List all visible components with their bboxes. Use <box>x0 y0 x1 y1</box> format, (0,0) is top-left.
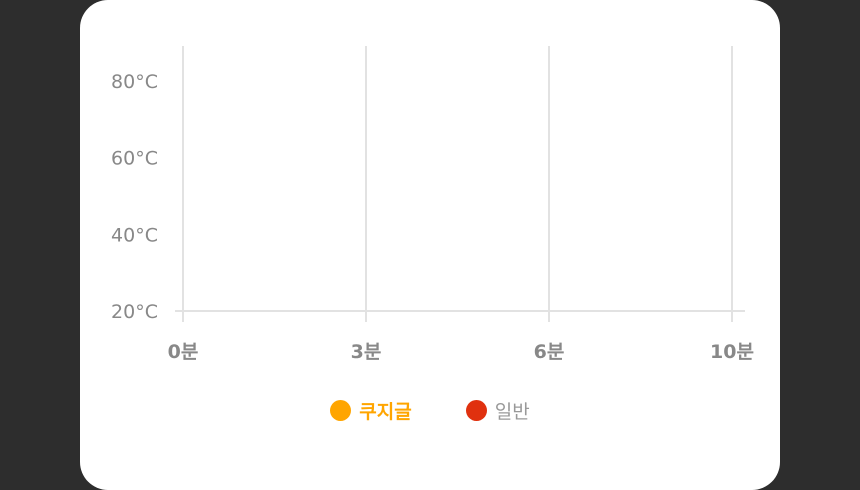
legend-dot-icon <box>330 400 352 421</box>
legend-item[interactable]: 일반 <box>465 397 530 424</box>
chart-card <box>80 0 780 490</box>
legend-label: 쿠지글 <box>359 401 412 423</box>
legend: 쿠지글 일반 <box>0 397 860 424</box>
y-tick-label: 40°C <box>111 224 158 246</box>
x-tick-label: 0분 <box>168 341 199 363</box>
legend-dot-icon <box>465 400 487 421</box>
x-tick-label: 6분 <box>534 341 565 363</box>
legend-label: 일반 <box>494 401 530 423</box>
y-tick-label: 20°C <box>111 301 158 323</box>
x-tick-label: 3분 <box>351 341 382 363</box>
temperature-chart: 0분 3분 6분 10분 20°C 40°C 60°C 80°C <box>111 46 754 363</box>
y-tick-label: 80°C <box>111 71 158 93</box>
legend-item[interactable]: 쿠지글 <box>330 397 412 424</box>
x-tick-label: 10분 <box>710 341 754 363</box>
y-tick-label: 60°C <box>111 148 158 170</box>
